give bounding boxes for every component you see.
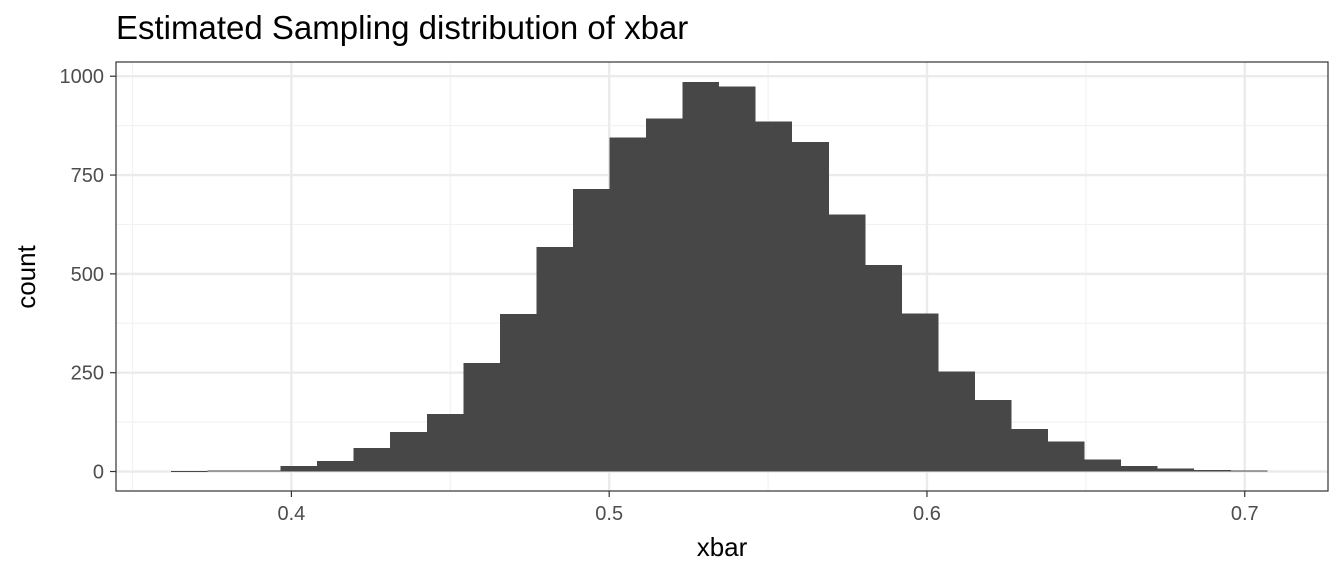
histogram-bar (901, 313, 939, 472)
histogram-bar (463, 362, 500, 472)
histogram-bar (792, 141, 829, 472)
x-tick-label: 0.5 (595, 503, 623, 525)
x-tick-label: 0.6 (913, 503, 941, 525)
histogram-bar (646, 118, 683, 472)
histogram-bar (572, 188, 610, 472)
histogram-bar (755, 121, 793, 472)
x-tick-label: 0.4 (278, 503, 306, 525)
plot-panel-border (115, 61, 1329, 492)
histogram-bar (828, 214, 866, 472)
histogram-bar (1194, 469, 1231, 472)
x-axis-ticks: 0.4 0.5 0.6 0.7 (278, 491, 1259, 525)
histogram-bar (682, 81, 720, 472)
histogram-bar (719, 86, 756, 472)
histogram-bar (353, 447, 391, 472)
histogram-bar (609, 137, 647, 472)
y-axis-title: count (11, 244, 41, 308)
histogram-bar (1230, 470, 1268, 472)
histogram-bar (170, 471, 208, 472)
histogram-bar (865, 265, 902, 472)
histogram-bar (974, 399, 1012, 472)
x-axis-title: xbar (697, 532, 748, 562)
histogram-bar (1084, 459, 1122, 472)
y-tick-label: 0 (93, 462, 104, 484)
histogram-bar (1157, 468, 1195, 472)
histogram-bar (207, 470, 245, 472)
histogram-bar (938, 371, 975, 472)
histogram-bar (426, 413, 464, 472)
histogram-bar (499, 314, 537, 472)
histogram-bar (390, 431, 427, 472)
histogram-bar (1048, 441, 1085, 472)
histogram-bars (170, 81, 1268, 472)
histogram-bar (317, 460, 354, 472)
y-tick-label: 500 (71, 264, 104, 286)
histogram-bar (280, 465, 318, 472)
histogram-bar (244, 470, 281, 472)
histogram-bar (1011, 428, 1049, 472)
y-tick-label: 1000 (60, 66, 105, 88)
y-axis-ticks: 0 250 500 750 1000 (60, 66, 116, 484)
histogram-bar (536, 246, 573, 472)
y-tick-label: 250 (71, 363, 104, 385)
chart-title: Estimated Sampling distribution of xbar (116, 9, 688, 46)
y-tick-label: 750 (71, 165, 104, 187)
histogram-bar (1121, 465, 1158, 472)
x-tick-label: 0.7 (1231, 503, 1259, 525)
